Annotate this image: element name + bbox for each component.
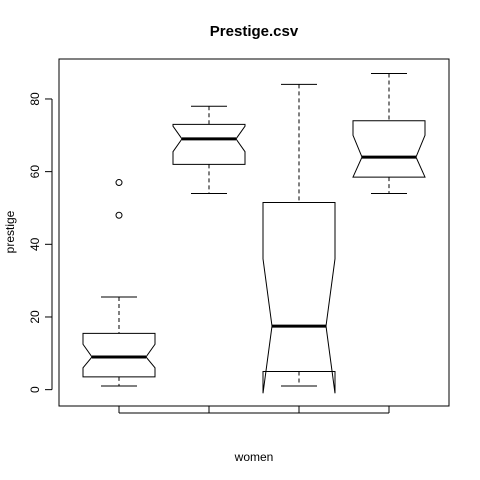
notched-box bbox=[82, 332, 156, 378]
box-1 bbox=[82, 179, 156, 387]
box-3 bbox=[262, 83, 336, 394]
y-tick-label: 60 bbox=[28, 165, 42, 179]
plot-frame bbox=[58, 58, 450, 407]
x-axis-label: women bbox=[234, 450, 274, 464]
chart-title: Prestige.csv bbox=[210, 23, 299, 40]
box-4 bbox=[352, 73, 426, 194]
box-2 bbox=[172, 105, 246, 194]
plot-area: 0 20 40 60 80 bbox=[28, 58, 450, 414]
y-tick-label: 80 bbox=[28, 92, 42, 106]
outlier-point bbox=[115, 211, 123, 219]
notched-box bbox=[262, 202, 336, 394]
y-tick-label: 0 bbox=[28, 386, 42, 393]
notched-box bbox=[172, 123, 246, 165]
y-tick-label: 20 bbox=[28, 310, 42, 324]
y-axis-label: prestige bbox=[3, 210, 17, 253]
notched-box bbox=[352, 120, 426, 178]
y-tick-label: 40 bbox=[28, 237, 42, 251]
outlier-point bbox=[115, 179, 123, 187]
